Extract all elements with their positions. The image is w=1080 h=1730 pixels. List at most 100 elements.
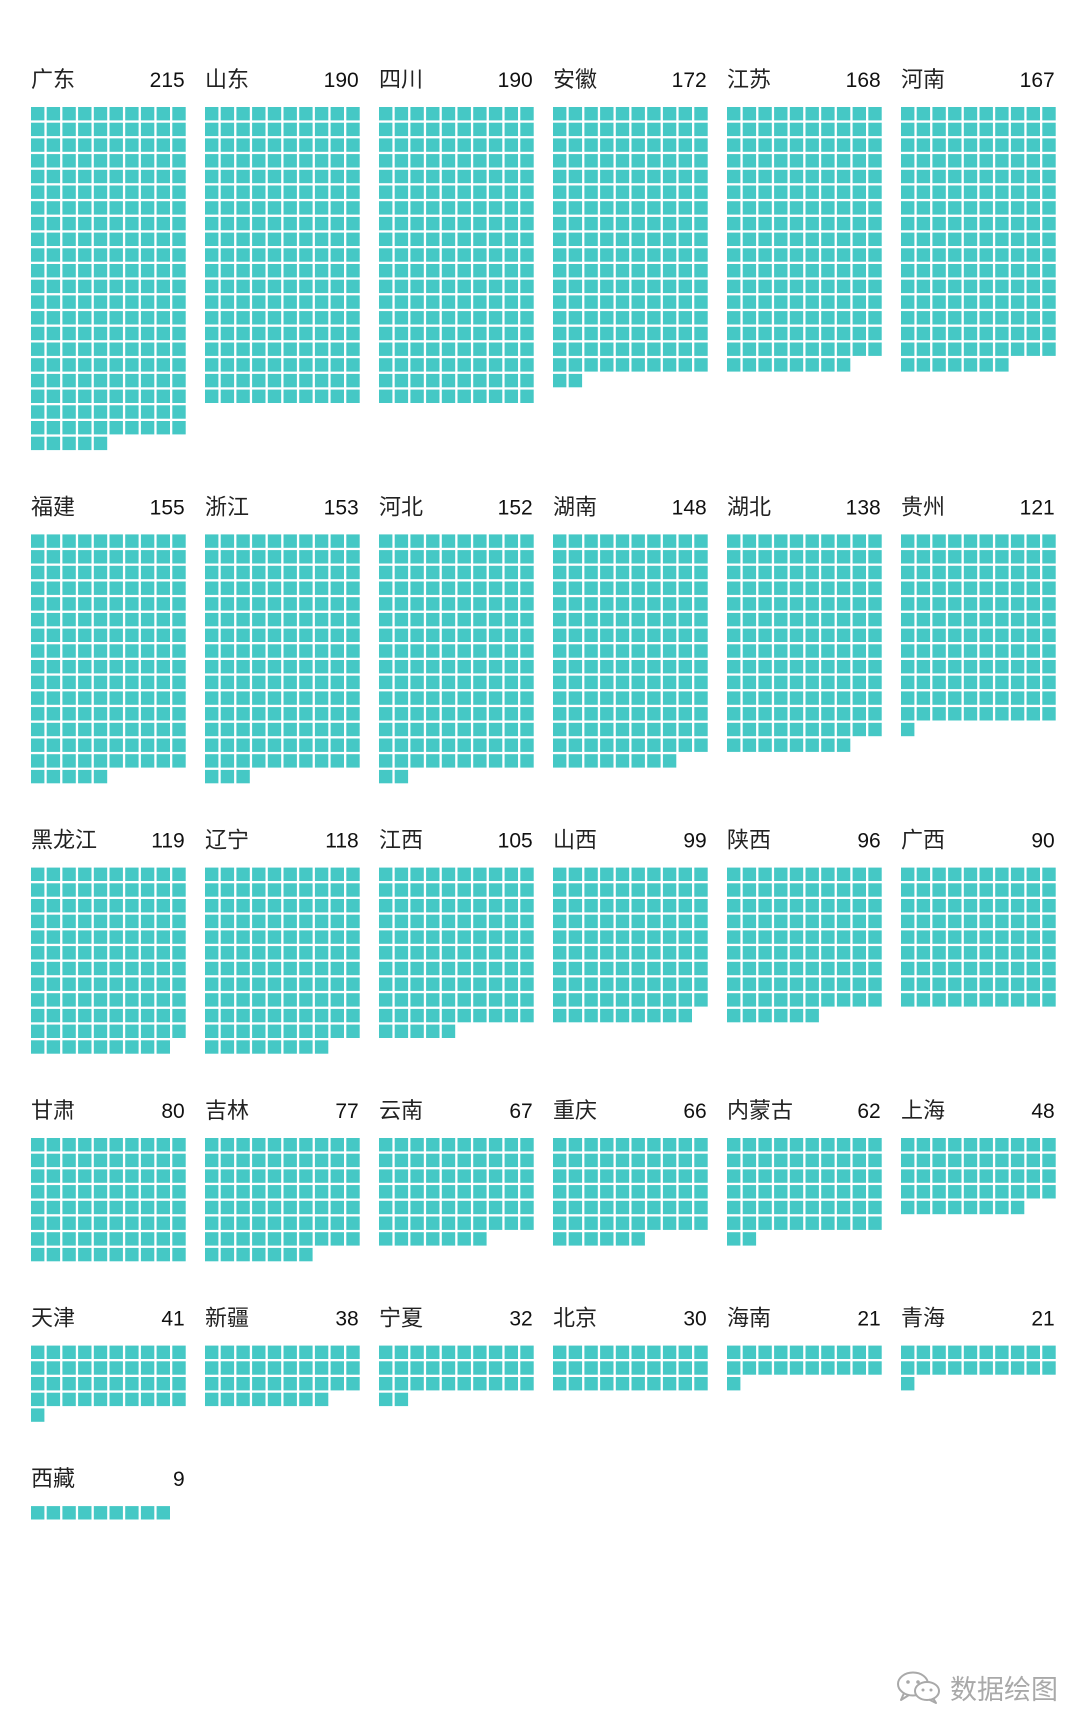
waffle-square: [236, 1361, 250, 1375]
waffle-square: [836, 1169, 851, 1183]
waffle-square: [568, 1185, 583, 1199]
waffle-square: [93, 1506, 108, 1520]
waffle-square: [125, 1008, 139, 1023]
waffle-square: [995, 691, 1009, 705]
waffle-square: [789, 201, 804, 215]
waffle-square: [379, 1200, 393, 1215]
waffle-square: [220, 946, 235, 960]
waffle-square: [78, 1008, 92, 1023]
waffle-square: [742, 993, 757, 1007]
waffle-square: [93, 675, 108, 690]
waffle-square: [948, 216, 962, 231]
waffle-square: [662, 1377, 677, 1391]
waffle-square: [330, 612, 344, 627]
waffle-square: [93, 201, 108, 215]
panel-category-label: 辽宁: [205, 829, 249, 854]
waffle-square: [426, 154, 440, 168]
waffle-square: [678, 216, 692, 231]
waffle-square: [172, 185, 186, 199]
waffle-square: [473, 660, 487, 674]
waffle-square: [647, 311, 661, 325]
waffle-square: [31, 534, 45, 548]
waffle-square: [868, 993, 882, 1007]
waffle-square: [205, 1216, 219, 1230]
waffle-square: [125, 405, 139, 419]
waffle-square: [678, 342, 692, 356]
waffle-square: [441, 899, 456, 913]
waffle-square: [600, 1216, 614, 1230]
waffle-square: [520, 264, 534, 278]
waffle-square: [62, 326, 76, 341]
waffle-square: [78, 1024, 92, 1038]
waffle-square: [283, 1216, 297, 1230]
waffle-square: [1026, 169, 1040, 184]
waffle-square: [852, 248, 866, 262]
waffle-square: [78, 107, 92, 121]
waffle-square: [805, 279, 819, 294]
waffle-square: [156, 550, 170, 564]
waffle-square: [901, 1361, 915, 1375]
waffle-square: [62, 1040, 76, 1054]
waffle-square: [441, 295, 456, 309]
waffle-square: [236, 722, 250, 737]
waffle-square: [172, 232, 186, 246]
waffle-square: [1010, 342, 1025, 356]
waffle-square: [140, 977, 155, 991]
waffle-square: [172, 675, 186, 690]
waffle-square: [379, 311, 393, 325]
waffle-square: [553, 883, 567, 897]
waffle-square: [267, 373, 282, 388]
waffle-square: [172, 1138, 186, 1152]
waffle-square: [379, 930, 393, 944]
waffle-square: [631, 1169, 645, 1183]
waffle-square: [283, 1361, 297, 1375]
waffle-square: [584, 1361, 598, 1375]
waffle-square: [156, 1216, 170, 1230]
waffle-square: [205, 216, 219, 231]
waffle-square: [172, 550, 186, 564]
waffle-square: [758, 1153, 772, 1168]
waffle-square: [252, 1392, 266, 1407]
waffle-square: [346, 597, 360, 611]
waffle-square: [205, 675, 219, 690]
waffle-square: [1026, 279, 1040, 294]
waffle-square: [821, 1361, 835, 1375]
waffle-square: [426, 581, 440, 595]
waffle-square: [662, 1008, 677, 1023]
waffle-square: [426, 216, 440, 231]
waffle-square: [346, 107, 360, 121]
waffle-square: [46, 660, 61, 674]
waffle-square: [394, 1138, 409, 1152]
waffle-square: [979, 201, 993, 215]
waffle-square: [93, 342, 108, 356]
waffle-square: [78, 675, 92, 690]
waffle-square: [774, 138, 788, 152]
waffle-square: [205, 565, 219, 580]
waffle-square: [140, 216, 155, 231]
waffle-square: [473, 311, 487, 325]
waffle-square: [694, 597, 708, 611]
waffle-square: [441, 279, 456, 294]
waffle-square: [520, 295, 534, 309]
waffle-square: [205, 1377, 219, 1391]
waffle-square: [125, 342, 139, 356]
waffle-square: [93, 754, 108, 768]
waffle-square: [948, 311, 962, 325]
waffle-square: [410, 534, 424, 548]
waffle-square: [330, 154, 344, 168]
panel-value-label: 152: [498, 496, 533, 519]
waffle-square: [789, 581, 804, 595]
waffle-square: [252, 550, 266, 564]
waffle-square: [742, 264, 757, 278]
waffle-square: [236, 248, 250, 262]
waffle-square: [995, 644, 1009, 658]
waffle-square: [868, 581, 882, 595]
waffle-square: [553, 279, 567, 294]
waffle-square: [93, 1361, 108, 1375]
waffle-square: [789, 232, 804, 246]
waffle-square: [727, 295, 741, 309]
waffle-square: [125, 138, 139, 152]
waffle-square: [852, 565, 866, 580]
waffle-square: [252, 597, 266, 611]
waffle-square: [346, 660, 360, 674]
